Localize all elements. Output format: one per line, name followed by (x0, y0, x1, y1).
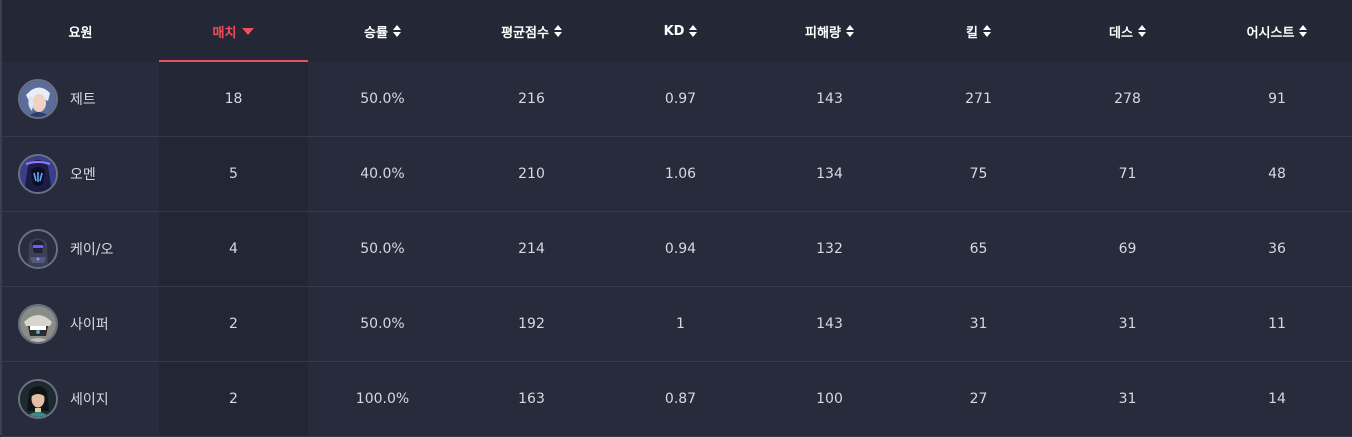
agent-name: 오멘 (70, 167, 96, 183)
kills-cell: 27 (969, 391, 988, 407)
winrate-cell: 50.0% (360, 241, 405, 257)
assists-cell: 91 (1268, 91, 1286, 107)
column-header-agent: 요원 (68, 25, 93, 41)
damage-cell: 100 (816, 391, 843, 407)
agent-cell: 오멘 (2, 137, 159, 211)
agent-name: 제트 (70, 92, 96, 108)
table-header: 요원 매치 승률 평균점수 KD 피해량 킬 데스 (2, 0, 1352, 62)
sort-descending-icon (242, 27, 255, 35)
kills-cell: 31 (969, 316, 988, 332)
damage-cell: 134 (816, 166, 843, 182)
sage-avatar-icon (18, 379, 58, 419)
table-row: 사이퍼 2 50.0% 192 1 143 31 31 11 (2, 287, 1352, 362)
omen-avatar-icon (18, 154, 58, 194)
deaths-cell: 31 (1118, 316, 1137, 332)
assists-cell: 36 (1268, 241, 1286, 257)
column-header-assists[interactable]: 어시스트 (1202, 0, 1352, 62)
deaths-cell: 71 (1118, 166, 1137, 182)
assists-cell: 14 (1268, 391, 1286, 407)
sort-icon (1299, 25, 1308, 37)
winrate-cell: 50.0% (360, 316, 405, 332)
avg-score-cell: 216 (518, 91, 545, 107)
avg-score-cell: 210 (518, 166, 545, 182)
assists-cell: 11 (1268, 316, 1286, 332)
table-row: 제트 18 50.0% 216 0.97 143 271 278 91 (2, 62, 1352, 137)
column-header-kd[interactable]: KD (606, 0, 755, 62)
kayo-avatar-icon (18, 229, 58, 269)
kd-cell: 0.87 (664, 391, 697, 407)
sort-icon (553, 25, 562, 37)
agent-name: 세이지 (70, 392, 109, 408)
kd-cell: 1.06 (664, 166, 697, 182)
column-header-kills[interactable]: 킬 (904, 0, 1053, 62)
column-header-winrate[interactable]: 승률 (308, 0, 457, 62)
agent-cell: 제트 (2, 62, 159, 136)
deaths-cell: 31 (1118, 391, 1137, 407)
sort-icon (689, 25, 698, 37)
column-header-deaths[interactable]: 데스 (1053, 0, 1202, 62)
jett-avatar-icon (18, 79, 58, 119)
winrate-cell: 100.0% (355, 391, 410, 407)
agent-cell: 사이퍼 (2, 287, 159, 361)
kd-cell: 0.94 (664, 241, 697, 257)
avg-score-cell: 214 (518, 241, 545, 257)
matches-cell: 18 (159, 62, 308, 136)
agent-name: 케이/오 (70, 242, 114, 258)
avg-score-cell: 163 (518, 391, 545, 407)
table-row: 세이지 2 100.0% 163 0.87 100 27 31 14 (2, 362, 1352, 437)
damage-cell: 132 (816, 241, 843, 257)
damage-cell: 143 (816, 91, 843, 107)
kills-cell: 75 (969, 166, 988, 182)
matches-cell: 2 (159, 362, 308, 436)
column-header-matches[interactable]: 매치 (159, 0, 308, 62)
table-body: 제트 18 50.0% 216 0.97 143 271 278 91 (2, 62, 1352, 437)
matches-cell: 4 (159, 212, 308, 286)
assists-cell: 48 (1268, 166, 1286, 182)
agent-cell: 세이지 (2, 362, 159, 436)
sort-icon (1137, 25, 1146, 37)
column-header-avg-score[interactable]: 평균점수 (457, 0, 606, 62)
kd-cell: 1 (676, 316, 685, 332)
damage-cell: 143 (816, 316, 843, 332)
matches-cell: 5 (159, 137, 308, 211)
matches-cell: 2 (159, 287, 308, 361)
agent-cell: 케이/오 (2, 212, 159, 286)
table-row: 오멘 5 40.0% 210 1.06 134 75 71 48 (2, 137, 1352, 212)
deaths-cell: 278 (1114, 91, 1141, 107)
kills-cell: 271 (965, 91, 992, 107)
column-header-damage[interactable]: 피해량 (755, 0, 904, 62)
kd-cell: 0.97 (664, 91, 697, 107)
table-row: 케이/오 4 50.0% 214 0.94 132 65 69 36 (2, 212, 1352, 287)
sort-icon (845, 25, 854, 37)
winrate-cell: 50.0% (360, 91, 405, 107)
cypher-avatar-icon (18, 304, 58, 344)
agent-name: 사이퍼 (70, 317, 109, 333)
sort-icon (982, 25, 991, 37)
kills-cell: 65 (969, 241, 988, 257)
winrate-cell: 40.0% (360, 166, 405, 182)
avg-score-cell: 192 (518, 316, 545, 332)
sort-icon (392, 25, 401, 37)
deaths-cell: 69 (1118, 241, 1137, 257)
